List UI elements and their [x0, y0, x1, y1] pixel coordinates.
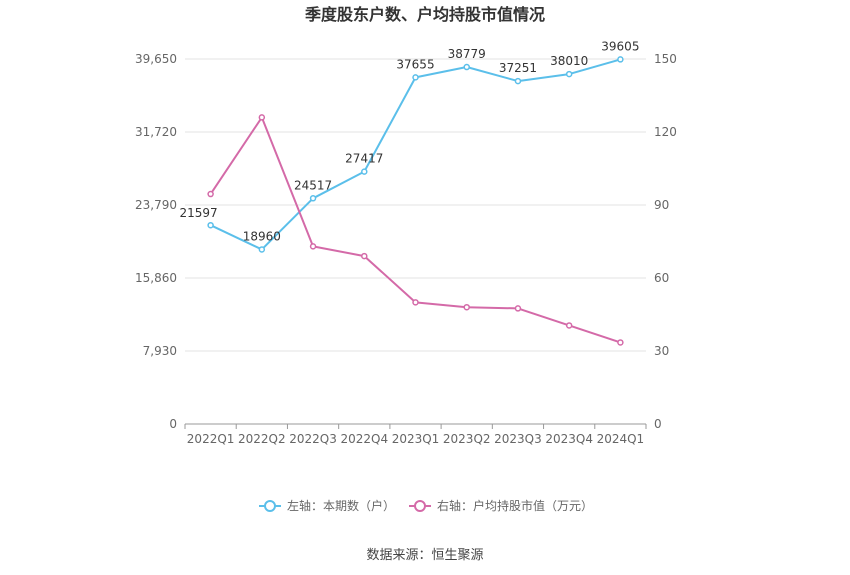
legend-label: 右轴：户均持股市值（万元） — [437, 498, 593, 513]
right-axis: 0 30 60 90 120 150 — [654, 52, 677, 431]
data-point — [309, 243, 317, 250]
legend-item-1: 左轴：本期数（户） — [259, 498, 395, 513]
data-point — [565, 322, 573, 329]
series-layer: 21597 18960 24517 27417 37655 38779 37251 38010… — [180, 39, 639, 346]
data-label: 39605 — [601, 39, 639, 53]
right-tick-label: 150 — [654, 52, 677, 66]
right-tick-label: 0 — [654, 417, 662, 431]
data-point — [412, 299, 419, 306]
left-tick-label: 0 — [169, 417, 177, 431]
data-point — [361, 168, 368, 175]
legend-item-2: 右轴：户均持股市值（万元） — [409, 498, 593, 513]
right-tick-label: 90 — [654, 198, 669, 212]
series-2 — [207, 114, 624, 346]
left-axis: 0 7,930 15,860 23,790 31,720 39,650 — [135, 52, 177, 431]
legend: 左轴：本期数（户） 右轴：户均持股市值（万元） — [259, 498, 593, 513]
data-point — [207, 221, 214, 229]
series-1: 21597 18960 24517 27417 37655 38779 37251 38010… — [180, 39, 639, 253]
legend-label: 左轴：本期数（户） — [287, 498, 395, 513]
data-label: 21597 — [180, 206, 218, 220]
data-point — [361, 252, 368, 260]
right-tick-label: 60 — [654, 271, 669, 285]
legend-marker — [414, 500, 426, 512]
data-point — [565, 70, 573, 78]
left-tick-label: 23,790 — [135, 198, 177, 212]
series-line — [210, 58, 621, 251]
data-point — [207, 190, 214, 198]
data-point — [258, 114, 266, 121]
x-tick-label: 2022Q3 — [289, 432, 337, 446]
data-label: 38779 — [448, 47, 486, 61]
data-point — [412, 74, 419, 81]
data-point — [514, 305, 522, 312]
data-label: 24517 — [294, 178, 332, 192]
x-tick-label: 2022Q2 — [238, 432, 286, 446]
left-tick-label: 7,930 — [143, 344, 177, 358]
data-label: 38010 — [550, 54, 588, 68]
x-tick-label: 2023Q3 — [494, 432, 542, 446]
grid-lines — [185, 58, 646, 352]
x-tick-label: 2023Q1 — [392, 432, 440, 446]
x-axis: 2022Q1 2022Q2 2022Q3 2022Q4 2023Q1 2023Q2 2023… — [184, 423, 647, 446]
data-point — [463, 63, 470, 71]
source-note: 数据来源：恒生聚源 — [366, 548, 483, 563]
left-tick-label: 31,720 — [135, 125, 177, 139]
data-label: 18960 — [243, 229, 281, 243]
x-tick-label: 2024Q1 — [597, 432, 645, 446]
right-tick-label: 30 — [654, 344, 669, 358]
data-label: 27417 — [345, 152, 383, 166]
x-tick-label: 2022Q4 — [340, 432, 388, 446]
data-point — [463, 303, 470, 311]
legend-marker — [264, 500, 276, 512]
right-tick-label: 120 — [654, 125, 677, 139]
chart-title: 季度股东户数、户均持股市值情况 — [304, 5, 545, 24]
left-tick-label: 39,650 — [135, 52, 177, 66]
data-label: 37655 — [396, 57, 434, 71]
data-point — [514, 77, 522, 85]
data-point — [258, 246, 266, 253]
left-tick-label: 15,860 — [135, 271, 177, 285]
x-tick-label: 2023Q2 — [443, 432, 491, 446]
data-point — [309, 195, 317, 202]
x-tick-label: 2023Q4 — [545, 432, 593, 446]
data-label: 37251 — [499, 61, 537, 75]
x-tick-label: 2022Q1 — [187, 432, 235, 446]
data-point — [617, 339, 624, 346]
data-point — [617, 56, 624, 63]
